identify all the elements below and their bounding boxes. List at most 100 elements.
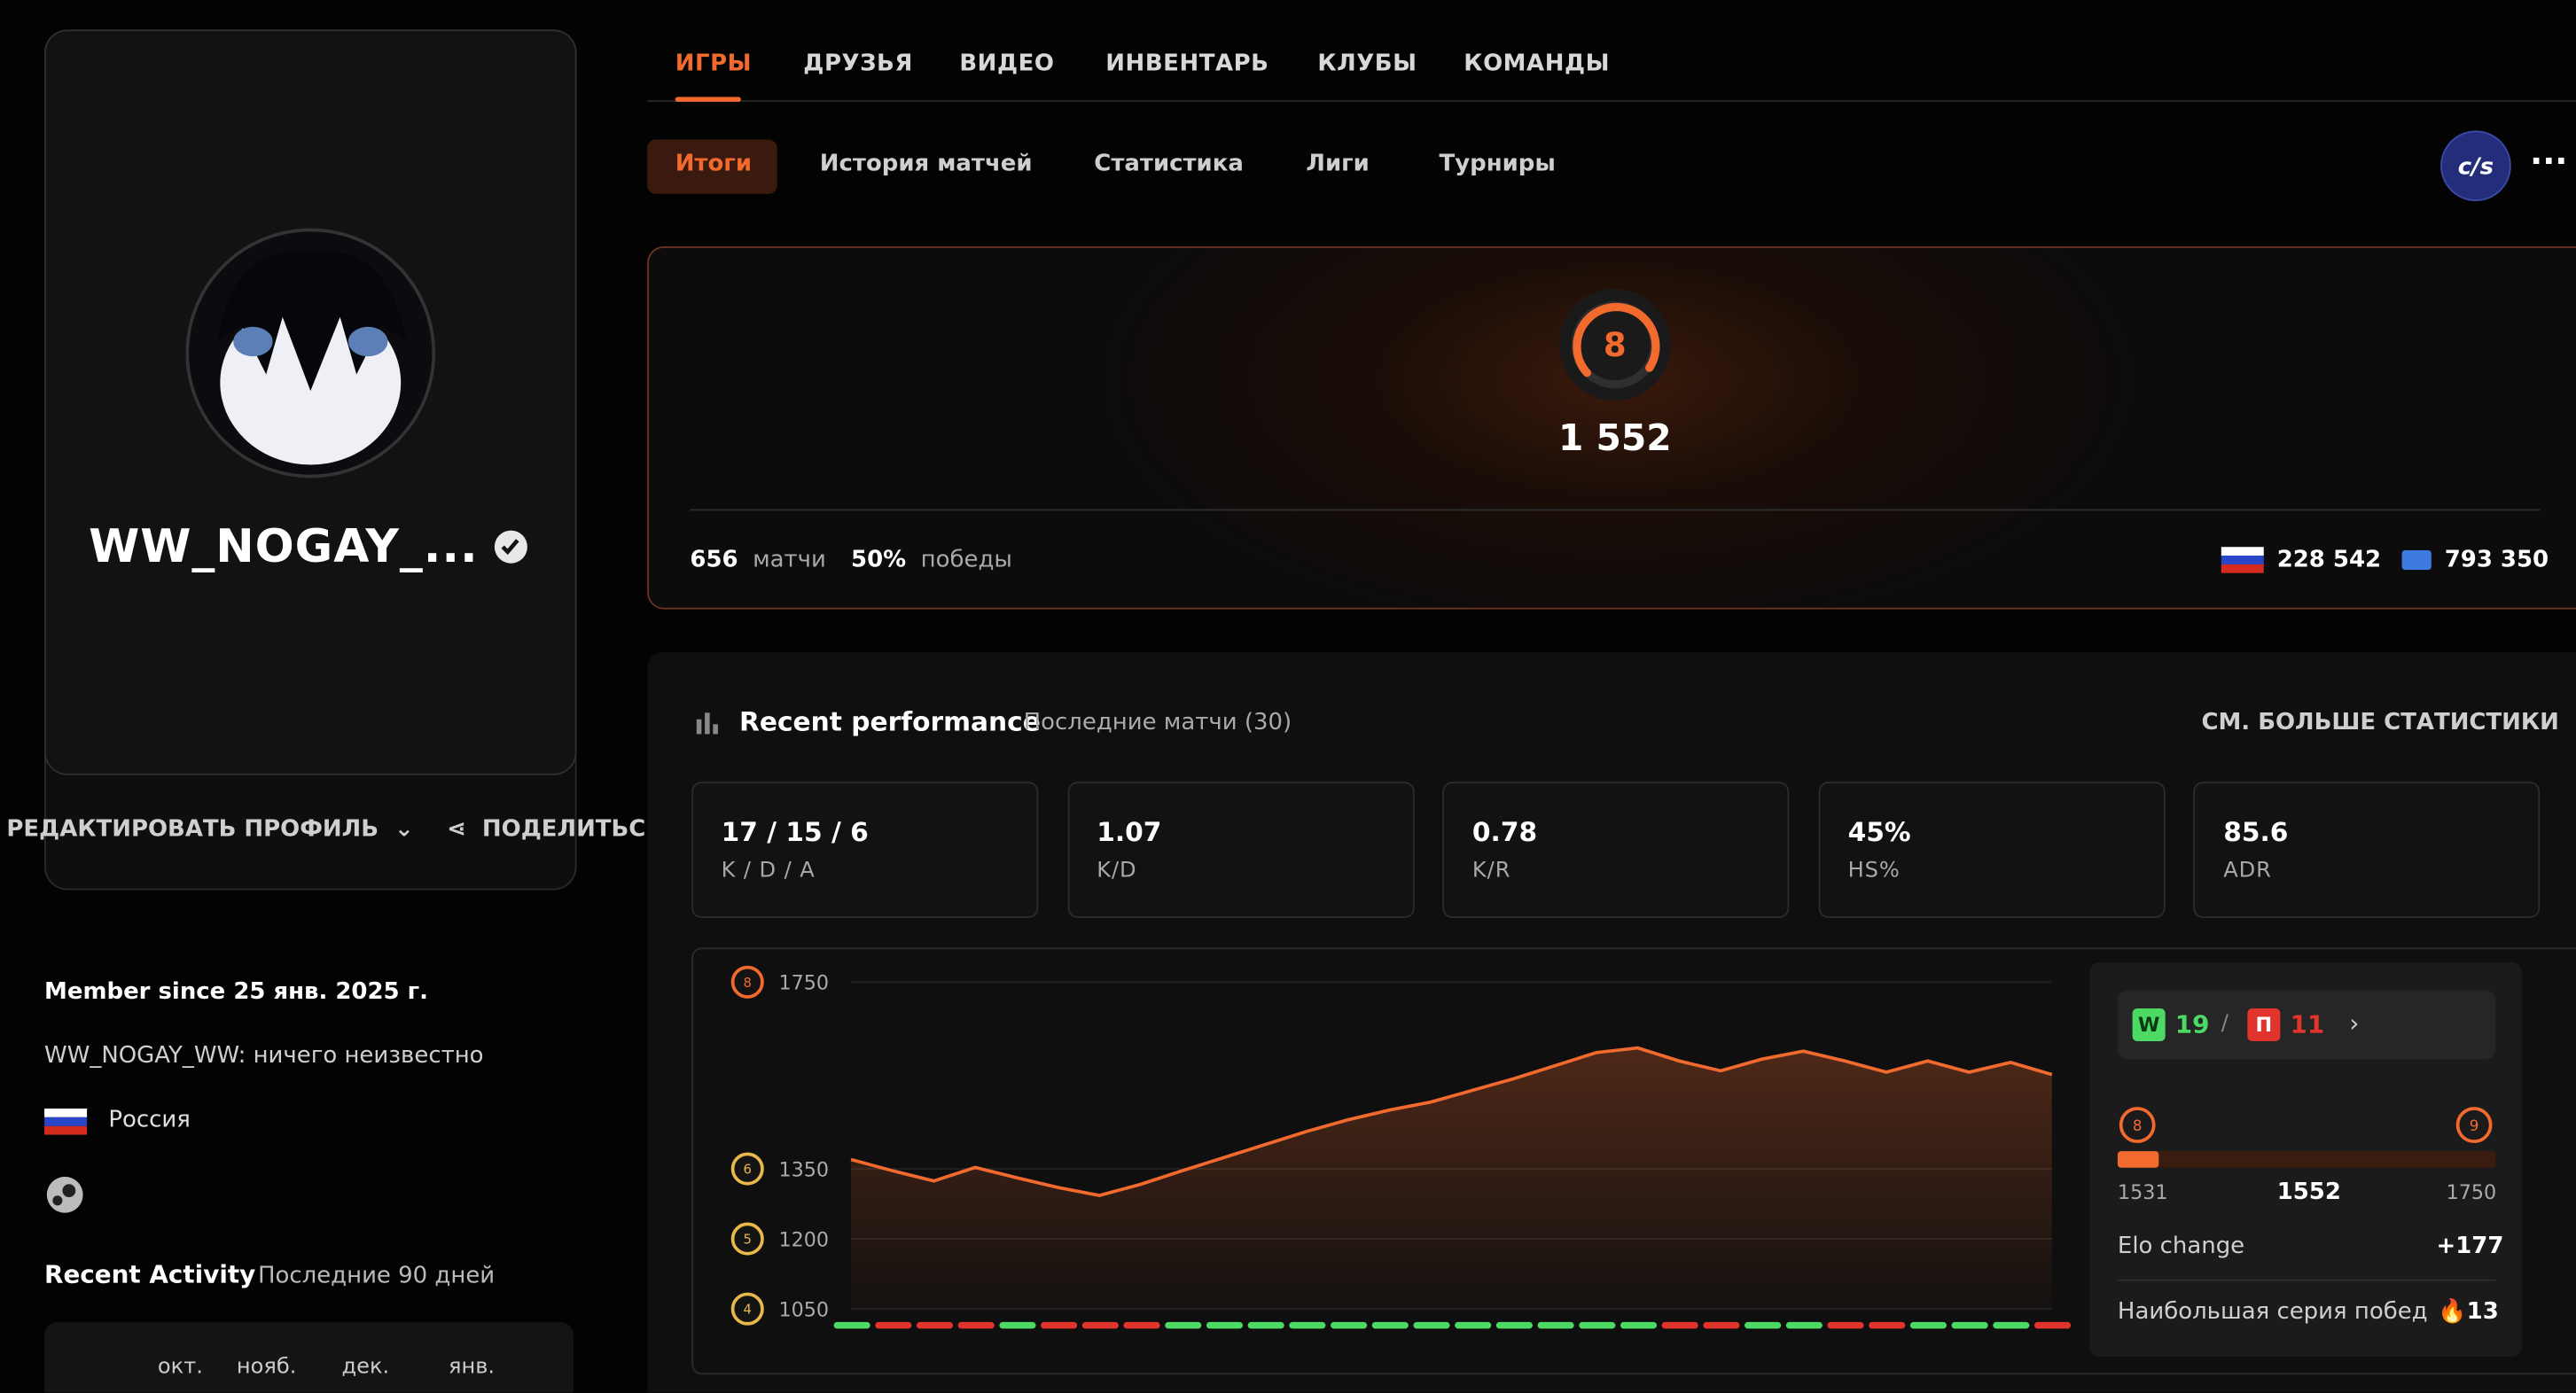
activity-month: дек. — [341, 1354, 390, 1380]
result-segment — [1620, 1321, 1658, 1329]
winrate-label: победы — [920, 547, 1012, 573]
tab[interactable]: КЛУБЫ — [1317, 51, 1417, 78]
bio: WW_NOGAY_WW: ничего неизвестно — [44, 1042, 484, 1070]
tick-level-icon — [730, 1152, 764, 1186]
stat-label: K / D / A — [721, 859, 816, 884]
tab[interactable]: ИГРЫ — [675, 51, 753, 78]
result-segment — [1081, 1321, 1119, 1329]
tick-level: 5 — [744, 1233, 752, 1248]
matches-count: 656 — [690, 547, 738, 573]
share-button[interactable]: ⋖ ПОДЕЛИТЬС — [447, 816, 646, 843]
streak: 🔥13 — [2438, 1298, 2499, 1326]
edit-profile-button[interactable]: РЕДАКТИРОВАТЬ ПРОФИЛЬ ⌄ — [6, 816, 414, 843]
wl-badge[interactable] — [2117, 990, 2496, 1060]
chart-icon — [696, 712, 718, 735]
result-segment — [916, 1321, 954, 1329]
edit-profile-label: РЕДАКТИРОВАТЬ ПРОФИЛЬ — [6, 816, 379, 843]
panel-divider — [2117, 1279, 2496, 1281]
area — [851, 1047, 2052, 1310]
subtab[interactable]: Итоги — [675, 151, 753, 178]
recent-activity-subtitle: Последние 90 дней — [257, 1263, 496, 1289]
level-to: 9 — [2470, 1117, 2479, 1134]
level-from: 8 — [2133, 1117, 2143, 1134]
y-tick-label: 1350 — [778, 1158, 829, 1181]
result-segment — [1869, 1321, 1906, 1329]
subtab[interactable]: Турниры — [1439, 151, 1556, 178]
result-segment — [1165, 1321, 1202, 1329]
result-segment — [1661, 1321, 1698, 1329]
active-tab-underline — [675, 97, 741, 102]
result-segment — [2033, 1321, 2072, 1329]
performance-title: Recent performance — [738, 705, 1041, 738]
result-segment — [1041, 1321, 1078, 1329]
more-stats-link[interactable]: СМ. БОЛЬШЕ СТАТИСТИКИ — [2201, 709, 2559, 736]
region-icon — [2401, 549, 2432, 571]
country: Россия — [108, 1107, 191, 1133]
tab[interactable]: ДРУЗЬЯ — [803, 51, 913, 78]
elo-now: 1552 — [2276, 1179, 2341, 1206]
result-segment — [1495, 1321, 1533, 1329]
member-since: Member since 25 янв. 2025 г. — [44, 978, 429, 1006]
result-segment — [1206, 1321, 1244, 1329]
stat-label: K/R — [1471, 859, 1511, 884]
stat-card: 17 / 15 / 6 K / D / A — [691, 782, 1039, 919]
elo-change-label: Elo change — [2117, 1233, 2245, 1260]
activity-month: окт. — [157, 1354, 203, 1380]
line — [850, 1046, 2053, 1197]
tick-level: 4 — [744, 1303, 752, 1318]
result-segment — [1951, 1321, 1988, 1329]
y-tick-label: 1750 — [778, 972, 829, 995]
tab[interactable]: КОМАНДЫ — [1464, 51, 1611, 78]
more-menu[interactable]: ··· — [2530, 141, 2568, 181]
wins-label: W — [2132, 1008, 2166, 1042]
tick-level: 6 — [744, 1163, 752, 1178]
level-number: 8 — [1604, 326, 1627, 364]
result-segment — [957, 1321, 995, 1329]
steam-icon[interactable] — [44, 1174, 85, 1215]
elo-change: +177 — [2436, 1233, 2504, 1260]
activity-month: янв. — [448, 1354, 496, 1380]
activity-box — [44, 1321, 574, 1393]
result-segment — [1745, 1321, 1782, 1329]
stat-label: ADR — [2223, 859, 2272, 884]
stat-label: HS% — [1847, 859, 1901, 884]
svg-text:c/s: c/s — [2458, 153, 2494, 180]
game-cs2-icon[interactable]: c/s — [2438, 129, 2513, 205]
result-segment — [1331, 1321, 1368, 1329]
chevron: › — [2349, 1008, 2360, 1039]
result-segment — [1909, 1321, 1947, 1329]
tick-level-icon — [730, 1292, 764, 1326]
result-segment — [875, 1321, 912, 1329]
subtab[interactable]: Лиги — [1306, 151, 1370, 178]
nickname: WW_NOGAY_... — [89, 518, 479, 573]
stat-value: 1.07 — [1097, 816, 1162, 848]
level-gauge: 8 — [1558, 289, 1671, 401]
result-segment — [1579, 1321, 1616, 1329]
winrate-value: 50% — [851, 547, 907, 573]
result-segment — [833, 1321, 870, 1329]
wl-separator: / — [2221, 1011, 2229, 1037]
matches-label: матчи — [753, 547, 826, 573]
result-segment — [1827, 1321, 1864, 1329]
stat-card: 85.6 ADR — [2193, 782, 2541, 919]
stat-card: 0.78 K/R — [1442, 782, 1790, 919]
tab[interactable]: ИНВЕНТАРЬ — [1105, 51, 1269, 78]
y-tick-label: 1200 — [778, 1228, 829, 1251]
avatar — [185, 228, 436, 479]
tab[interactable]: ВИДЕО — [959, 51, 1055, 78]
country-rank: 228 542 — [2276, 547, 2382, 573]
subtab[interactable]: Статистика — [1094, 151, 1244, 178]
stat-value: 17 / 15 / 6 — [721, 816, 869, 848]
result-segment — [999, 1321, 1036, 1329]
wins: 19 — [2174, 1009, 2210, 1040]
elo-progress-fill — [2117, 1151, 2159, 1168]
losses: 11 — [2290, 1009, 2325, 1040]
subtab[interactable]: История матчей — [819, 151, 1033, 178]
verified-icon — [494, 530, 527, 564]
level-to-icon: 9 — [2455, 1107, 2493, 1143]
performance-subtitle: Последние матчи (30) — [1023, 709, 1292, 736]
result-segment — [1247, 1321, 1284, 1329]
